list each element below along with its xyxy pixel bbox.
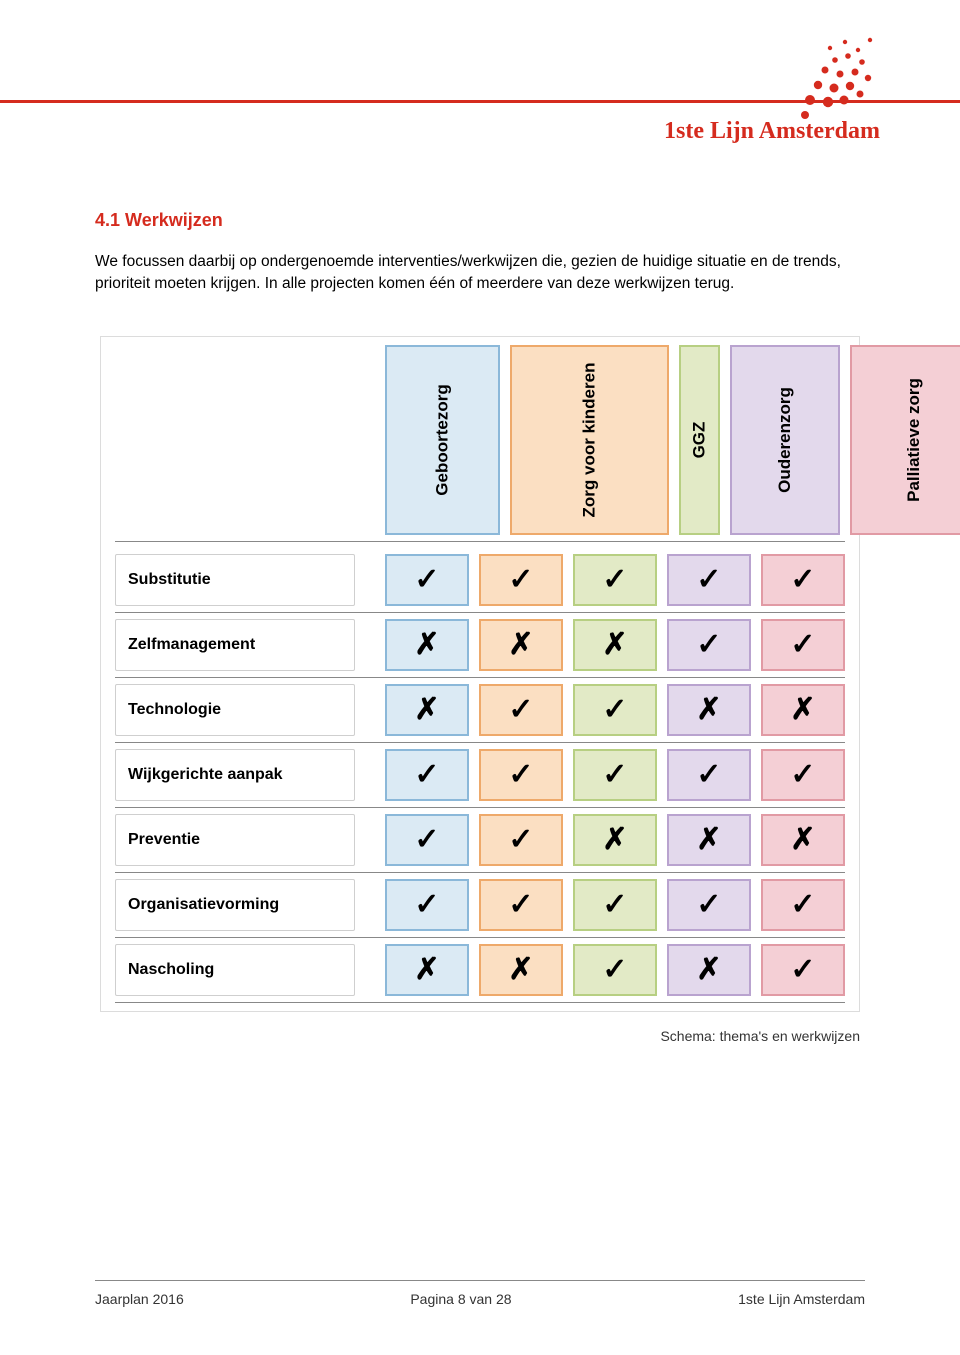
cross-icon: ✗ bbox=[761, 684, 845, 736]
header-cells: Geboortezorg Zorg voor kinderen GGZ Ouderen… bbox=[385, 345, 960, 541]
column-header: Ouderenzorg bbox=[730, 345, 840, 535]
header-spacer bbox=[115, 345, 385, 541]
matrix-row: Organisatievorming✓✓✓✓✓ bbox=[115, 873, 845, 938]
matrix-row: Substitutie✓✓✓✓✓ bbox=[115, 548, 845, 613]
row-label-wrap: Organisatievorming bbox=[115, 879, 385, 931]
matrix-table: Geboortezorg Zorg voor kinderen GGZ Ouderen… bbox=[100, 336, 860, 1012]
row-label-wrap: Nascholing bbox=[115, 944, 385, 996]
footer-center: Pagina 8 van 28 bbox=[410, 1291, 511, 1307]
row-label-wrap: Wijkgerichte aanpak bbox=[115, 749, 385, 801]
check-icon: ✓ bbox=[667, 879, 751, 931]
check-icon: ✓ bbox=[479, 749, 563, 801]
row-label: Preventie bbox=[115, 814, 355, 866]
check-icon: ✓ bbox=[761, 879, 845, 931]
check-icon: ✓ bbox=[573, 554, 657, 606]
row-label-wrap: Preventie bbox=[115, 814, 385, 866]
data-cells: ✓✓✓✓✓ bbox=[385, 879, 845, 931]
check-icon: ✓ bbox=[479, 684, 563, 736]
footer-right: 1ste Lijn Amsterdam bbox=[738, 1291, 865, 1307]
check-icon: ✓ bbox=[667, 749, 751, 801]
check-icon: ✓ bbox=[479, 554, 563, 606]
page-content: 4.1 Werkwijzen We focussen daarbij op on… bbox=[0, 160, 960, 1044]
cross-icon: ✗ bbox=[385, 619, 469, 671]
check-icon: ✓ bbox=[385, 879, 469, 931]
check-icon: ✓ bbox=[761, 944, 845, 996]
cross-icon: ✗ bbox=[573, 814, 657, 866]
check-icon: ✓ bbox=[573, 684, 657, 736]
check-icon: ✓ bbox=[761, 554, 845, 606]
data-cells: ✗✓✓✗✗ bbox=[385, 684, 845, 736]
column-label: GGZ bbox=[690, 422, 710, 459]
matrix-row: Preventie✓✓✗✗✗ bbox=[115, 808, 845, 873]
cross-icon: ✗ bbox=[667, 944, 751, 996]
page-footer: Jaarplan 2016 Pagina 8 van 28 1ste Lijn … bbox=[95, 1280, 865, 1307]
matrix-row: Zelfmanagement✗✗✗✓✓ bbox=[115, 613, 845, 678]
row-label-wrap: Zelfmanagement bbox=[115, 619, 385, 671]
brand-name: 1ste Lijn Amsterdam bbox=[664, 118, 880, 145]
check-icon: ✓ bbox=[573, 749, 657, 801]
cross-icon: ✗ bbox=[385, 684, 469, 736]
row-label: Technologie bbox=[115, 684, 355, 736]
row-label: Substitutie bbox=[115, 554, 355, 606]
check-icon: ✓ bbox=[573, 944, 657, 996]
matrix-row: Technologie✗✓✓✗✗ bbox=[115, 678, 845, 743]
matrix-body: Substitutie✓✓✓✓✓Zelfmanagement✗✗✗✓✓Techn… bbox=[115, 548, 845, 1003]
cross-icon: ✗ bbox=[479, 944, 563, 996]
check-icon: ✓ bbox=[761, 749, 845, 801]
column-header: Palliatieve zorg bbox=[850, 345, 960, 535]
column-header: GGZ bbox=[679, 345, 720, 535]
column-label: Ouderenzorg bbox=[775, 387, 795, 493]
data-cells: ✗✗✗✓✓ bbox=[385, 619, 845, 671]
cross-icon: ✗ bbox=[479, 619, 563, 671]
check-icon: ✓ bbox=[667, 619, 751, 671]
matrix-row: Wijkgerichte aanpak✓✓✓✓✓ bbox=[115, 743, 845, 808]
cross-icon: ✗ bbox=[385, 944, 469, 996]
column-header: Zorg voor kinderen bbox=[510, 345, 669, 535]
data-cells: ✗✗✓✗✓ bbox=[385, 944, 845, 996]
data-cells: ✓✓✓✓✓ bbox=[385, 749, 845, 801]
data-cells: ✓✓✗✗✗ bbox=[385, 814, 845, 866]
column-label: Geboortezorg bbox=[433, 384, 453, 495]
row-label: Nascholing bbox=[115, 944, 355, 996]
matrix-header-row: Geboortezorg Zorg voor kinderen GGZ Ouderen… bbox=[115, 345, 845, 542]
cross-icon: ✗ bbox=[573, 619, 657, 671]
check-icon: ✓ bbox=[761, 619, 845, 671]
check-icon: ✓ bbox=[385, 554, 469, 606]
row-label: Wijkgerichte aanpak bbox=[115, 749, 355, 801]
check-icon: ✓ bbox=[667, 554, 751, 606]
cross-icon: ✗ bbox=[667, 684, 751, 736]
column-label: Zorg voor kinderen bbox=[580, 362, 600, 517]
column-label: Palliatieve zorg bbox=[904, 378, 924, 502]
footer-left: Jaarplan 2016 bbox=[95, 1291, 184, 1307]
row-label: Organisatievorming bbox=[115, 879, 355, 931]
body-paragraph: We focussen daarbij op ondergenoemde int… bbox=[95, 251, 865, 296]
row-label: Zelfmanagement bbox=[115, 619, 355, 671]
row-label-wrap: Substitutie bbox=[115, 554, 385, 606]
check-icon: ✓ bbox=[573, 879, 657, 931]
check-icon: ✓ bbox=[479, 879, 563, 931]
row-label-wrap: Technologie bbox=[115, 684, 385, 736]
matrix-row: Nascholing✗✗✓✗✓ bbox=[115, 938, 845, 1003]
check-icon: ✓ bbox=[385, 814, 469, 866]
matrix-caption: Schema: thema's en werkwijzen bbox=[95, 1028, 865, 1044]
check-icon: ✓ bbox=[479, 814, 563, 866]
data-cells: ✓✓✓✓✓ bbox=[385, 554, 845, 606]
check-icon: ✓ bbox=[385, 749, 469, 801]
cross-icon: ✗ bbox=[667, 814, 751, 866]
cross-icon: ✗ bbox=[761, 814, 845, 866]
section-title: 4.1 Werkwijzen bbox=[95, 210, 865, 231]
page-header: 1ste Lijn Amsterdam bbox=[0, 0, 960, 160]
column-header: Geboortezorg bbox=[385, 345, 500, 535]
